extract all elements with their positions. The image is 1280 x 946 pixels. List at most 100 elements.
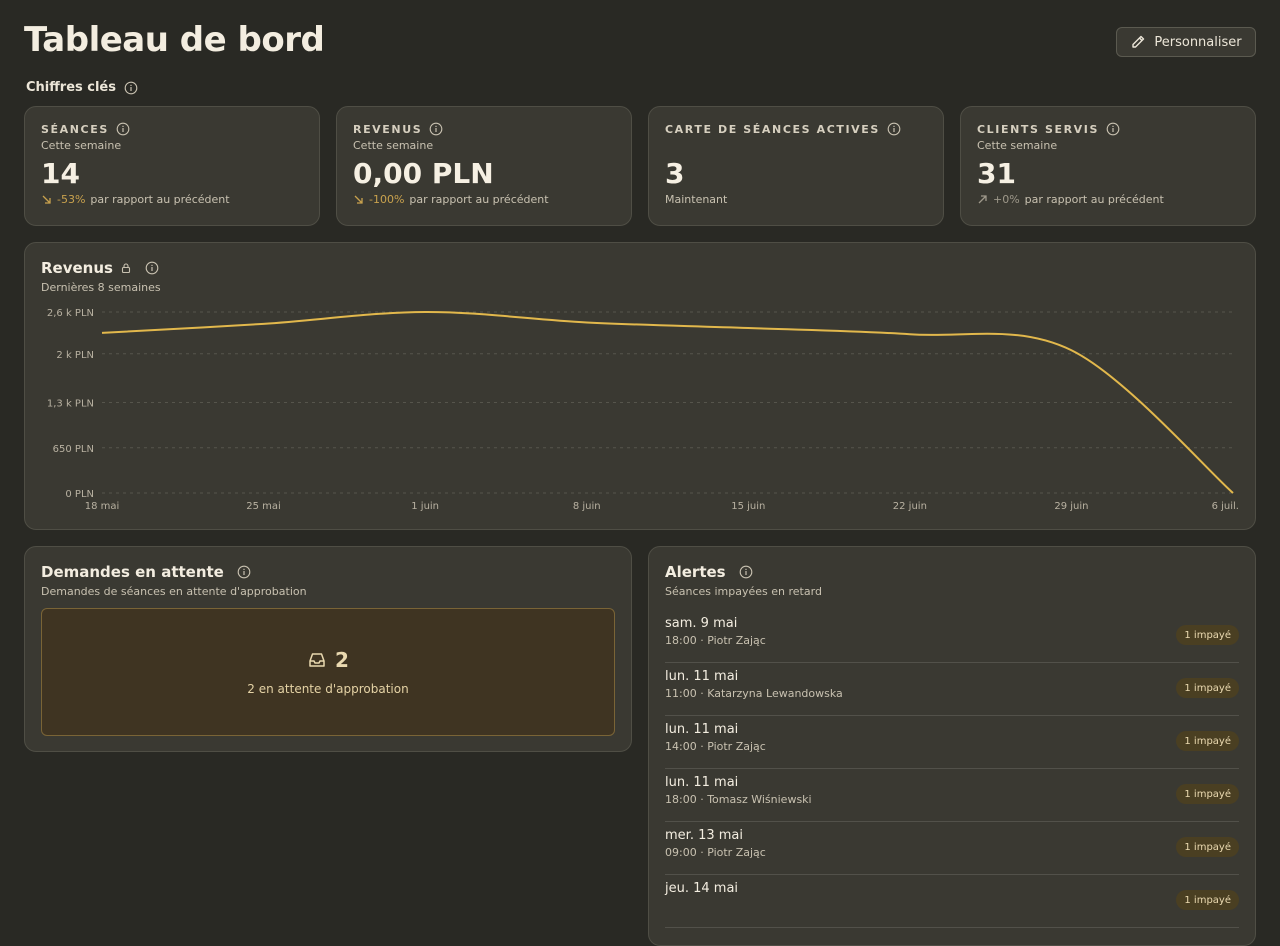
alert-detail: 18:00 · Tomasz Wiśniewski [665,793,812,806]
kpi-subtitle: Cette semaine [41,139,122,152]
alert-item[interactable]: lun. 11 mai 18:00 · Tomasz Wiśniewski 1 … [665,769,1239,822]
inbox-icon [307,651,327,669]
kpi-card-clients: CLIENTS SERVIS Cette semaine 31 +0% par … [960,106,1256,226]
kpi-delta-text: par rapport au précédent [409,193,549,206]
x-tick-label: 8 juin [573,501,601,512]
kpi-value: 14 [41,157,80,190]
chart-title-row: Revenus [41,259,1239,277]
info-icon[interactable] [429,122,443,136]
kpi-subtitle: Cette semaine [977,139,1058,152]
pending-count: 2 [335,648,349,672]
alert-date: lun. 11 mai [665,722,739,737]
alert-date: mer. 13 mai [665,828,743,843]
x-tick-label: 25 mai [246,501,281,512]
alerts-subtitle: Séances impayées en retard [665,585,822,598]
alert-item[interactable]: jeu. 14 mai 1 impayé [665,875,1239,928]
kpi-delta-row: +0% par rapport au précédent [977,193,1239,206]
kpi-delta-row: -100% par rapport au précédent [353,193,615,206]
kpi-delta: -100% [369,193,405,206]
x-tick-label: 18 mai [85,501,120,512]
alert-date: jeu. 14 mai [665,881,739,896]
y-tick-label: 2 k PLN [56,350,94,361]
info-icon[interactable] [1106,122,1120,136]
alert-item[interactable]: lun. 11 mai 11:00 · Katarzyna Lewandowsk… [665,663,1239,716]
alert-item[interactable]: lun. 11 mai 14:00 · Piotr Zając 1 impayé [665,716,1239,769]
kpi-value: 0,00 PLN [353,157,494,190]
customize-label: Personnaliser [1154,34,1242,50]
pending-title: Demandes en attente [41,563,224,581]
kpi-subtitle: Cette semaine [353,139,434,152]
info-icon[interactable] [887,122,901,136]
y-tick-label: 650 PLN [53,444,94,455]
y-tick-label: 0 PLN [65,489,94,500]
kpi-value: 3 [665,157,685,190]
chart-subtitle: Dernières 8 semaines [41,281,161,294]
kpi-subtitle [665,139,927,153]
section-key-figures: Chiffres clés [26,80,138,95]
kpi-title: CLIENTS SERVIS [977,122,1099,136]
info-icon[interactable] [145,261,159,275]
kpi-delta-text: Maintenant [665,193,728,206]
unpaid-badge: 1 impayé [1176,625,1239,645]
kpi-title: CARTE DE SÉANCES ACTIVES [665,122,880,136]
kpi-delta: +0% [993,193,1020,206]
pending-subtitle: Demandes de séances en attente d'approba… [41,585,307,598]
kpi-delta: -53% [57,193,86,206]
section-label: Chiffres clés [26,80,116,95]
lock-icon [120,262,132,274]
unpaid-badge: 1 impayé [1176,678,1239,698]
alert-detail: 09:00 · Piotr Zając [665,846,766,859]
kpi-value: 31 [977,157,1016,190]
chart-title: Revenus [41,259,113,277]
kpi-card-active-cards: CARTE DE SÉANCES ACTIVES 3 Maintenant [648,106,944,226]
pending-text: 2 en attente d'approbation [247,682,409,696]
unpaid-badge: 1 impayé [1176,837,1239,857]
revenue-chart: 0 PLN 650 PLN 1,3 k PLN 2 k PLN 2,6 k PLN 18 … [47,308,1239,512]
alert-list: sam. 9 mai 18:00 · Piotr Zając 1 impayé … [665,610,1239,928]
kpi-title-wrap: REVENUS [353,122,615,136]
customize-button[interactable]: Personnaliser [1116,27,1256,57]
kpi-delta-text: par rapport au précédent [90,193,230,206]
kpi-delta-row: -53% par rapport au précédent [41,193,303,206]
arrow-down-right-icon [353,194,364,205]
alert-date: lun. 11 mai [665,669,739,684]
pending-requests-card: Demandes en attente Demandes de séances … [24,546,632,752]
alert-detail: 11:00 · Katarzyna Lewandowska [665,687,843,700]
unpaid-badge: 1 impayé [1176,890,1239,910]
kpi-delta-text: par rapport au précédent [1024,193,1164,206]
alert-detail: 14:00 · Piotr Zając [665,740,766,753]
kpi-delta-row: Maintenant [665,193,927,206]
arrow-down-right-icon [41,194,52,205]
info-icon[interactable] [237,565,251,579]
x-tick-label: 15 juin [731,501,765,512]
pending-summary[interactable]: 2 2 en attente d'approbation [41,608,615,736]
alerts-card: Alertes Séances impayées en retard sam. … [648,546,1256,946]
kpi-card-sessions: SÉANCES Cette semaine 14 -53% par rappor… [24,106,320,226]
kpi-card-revenue: REVENUS Cette semaine 0,00 PLN -100% par… [336,106,632,226]
x-tick-label: 29 juin [1054,501,1088,512]
alert-item[interactable]: mer. 13 mai 09:00 · Piotr Zając 1 impayé [665,822,1239,875]
info-icon[interactable] [116,122,130,136]
info-icon[interactable] [124,81,138,95]
unpaid-badge: 1 impayé [1176,731,1239,751]
pencil-icon [1130,34,1146,50]
kpi-title: REVENUS [353,122,423,136]
x-tick-label: 22 juin [893,501,927,512]
x-tick-label: 1 juin [411,501,439,512]
revenue-series-line [101,310,1234,494]
alert-item[interactable]: sam. 9 mai 18:00 · Piotr Zając 1 impayé [665,610,1239,663]
kpi-title: SÉANCES [41,122,109,136]
y-tick-label: 1,3 k PLN [47,399,94,410]
page-title: Tableau de bord [24,20,325,60]
y-tick-label: 2,6 k PLN [47,308,94,319]
alerts-title: Alertes [665,563,726,581]
arrow-up-right-icon [977,194,988,205]
kpi-title-wrap: CLIENTS SERVIS [977,122,1239,136]
pending-count-row: 2 [307,648,349,672]
info-icon[interactable] [739,565,753,579]
alerts-title-row: Alertes [665,563,1239,581]
kpi-title-wrap: SÉANCES [41,122,303,136]
alert-date: sam. 9 mai [665,616,738,631]
unpaid-badge: 1 impayé [1176,784,1239,804]
alert-date: lun. 11 mai [665,775,739,790]
